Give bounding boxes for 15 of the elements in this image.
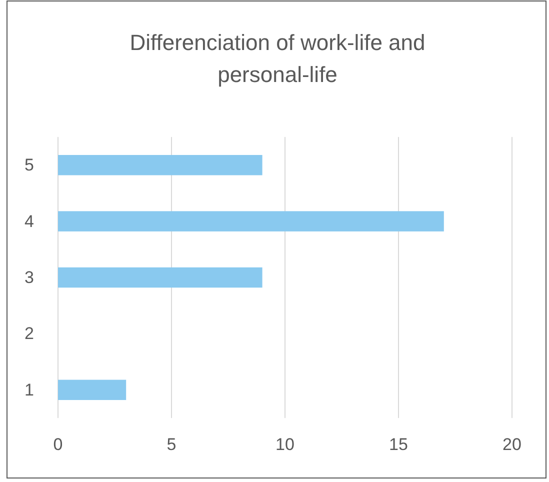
bar: [58, 267, 262, 288]
x-tick-label: 10: [276, 435, 294, 454]
bar: [58, 211, 444, 232]
y-tick-label: 3: [24, 268, 34, 287]
x-tick-label: 5: [166, 435, 176, 454]
bar: [58, 154, 262, 176]
y-tick-label: 4: [24, 212, 34, 231]
x-tick-label: 15: [389, 435, 408, 454]
x-tick-label: 0: [53, 435, 63, 454]
y-tick-label: 2: [24, 324, 34, 344]
y-tick-label: 5: [24, 156, 34, 175]
y-tick-label: 1: [24, 380, 34, 400]
bar: [58, 380, 126, 400]
chart-title: Differenciation of work-life and personal-life: [130, 30, 426, 87]
x-tick-label: 20: [502, 435, 522, 454]
